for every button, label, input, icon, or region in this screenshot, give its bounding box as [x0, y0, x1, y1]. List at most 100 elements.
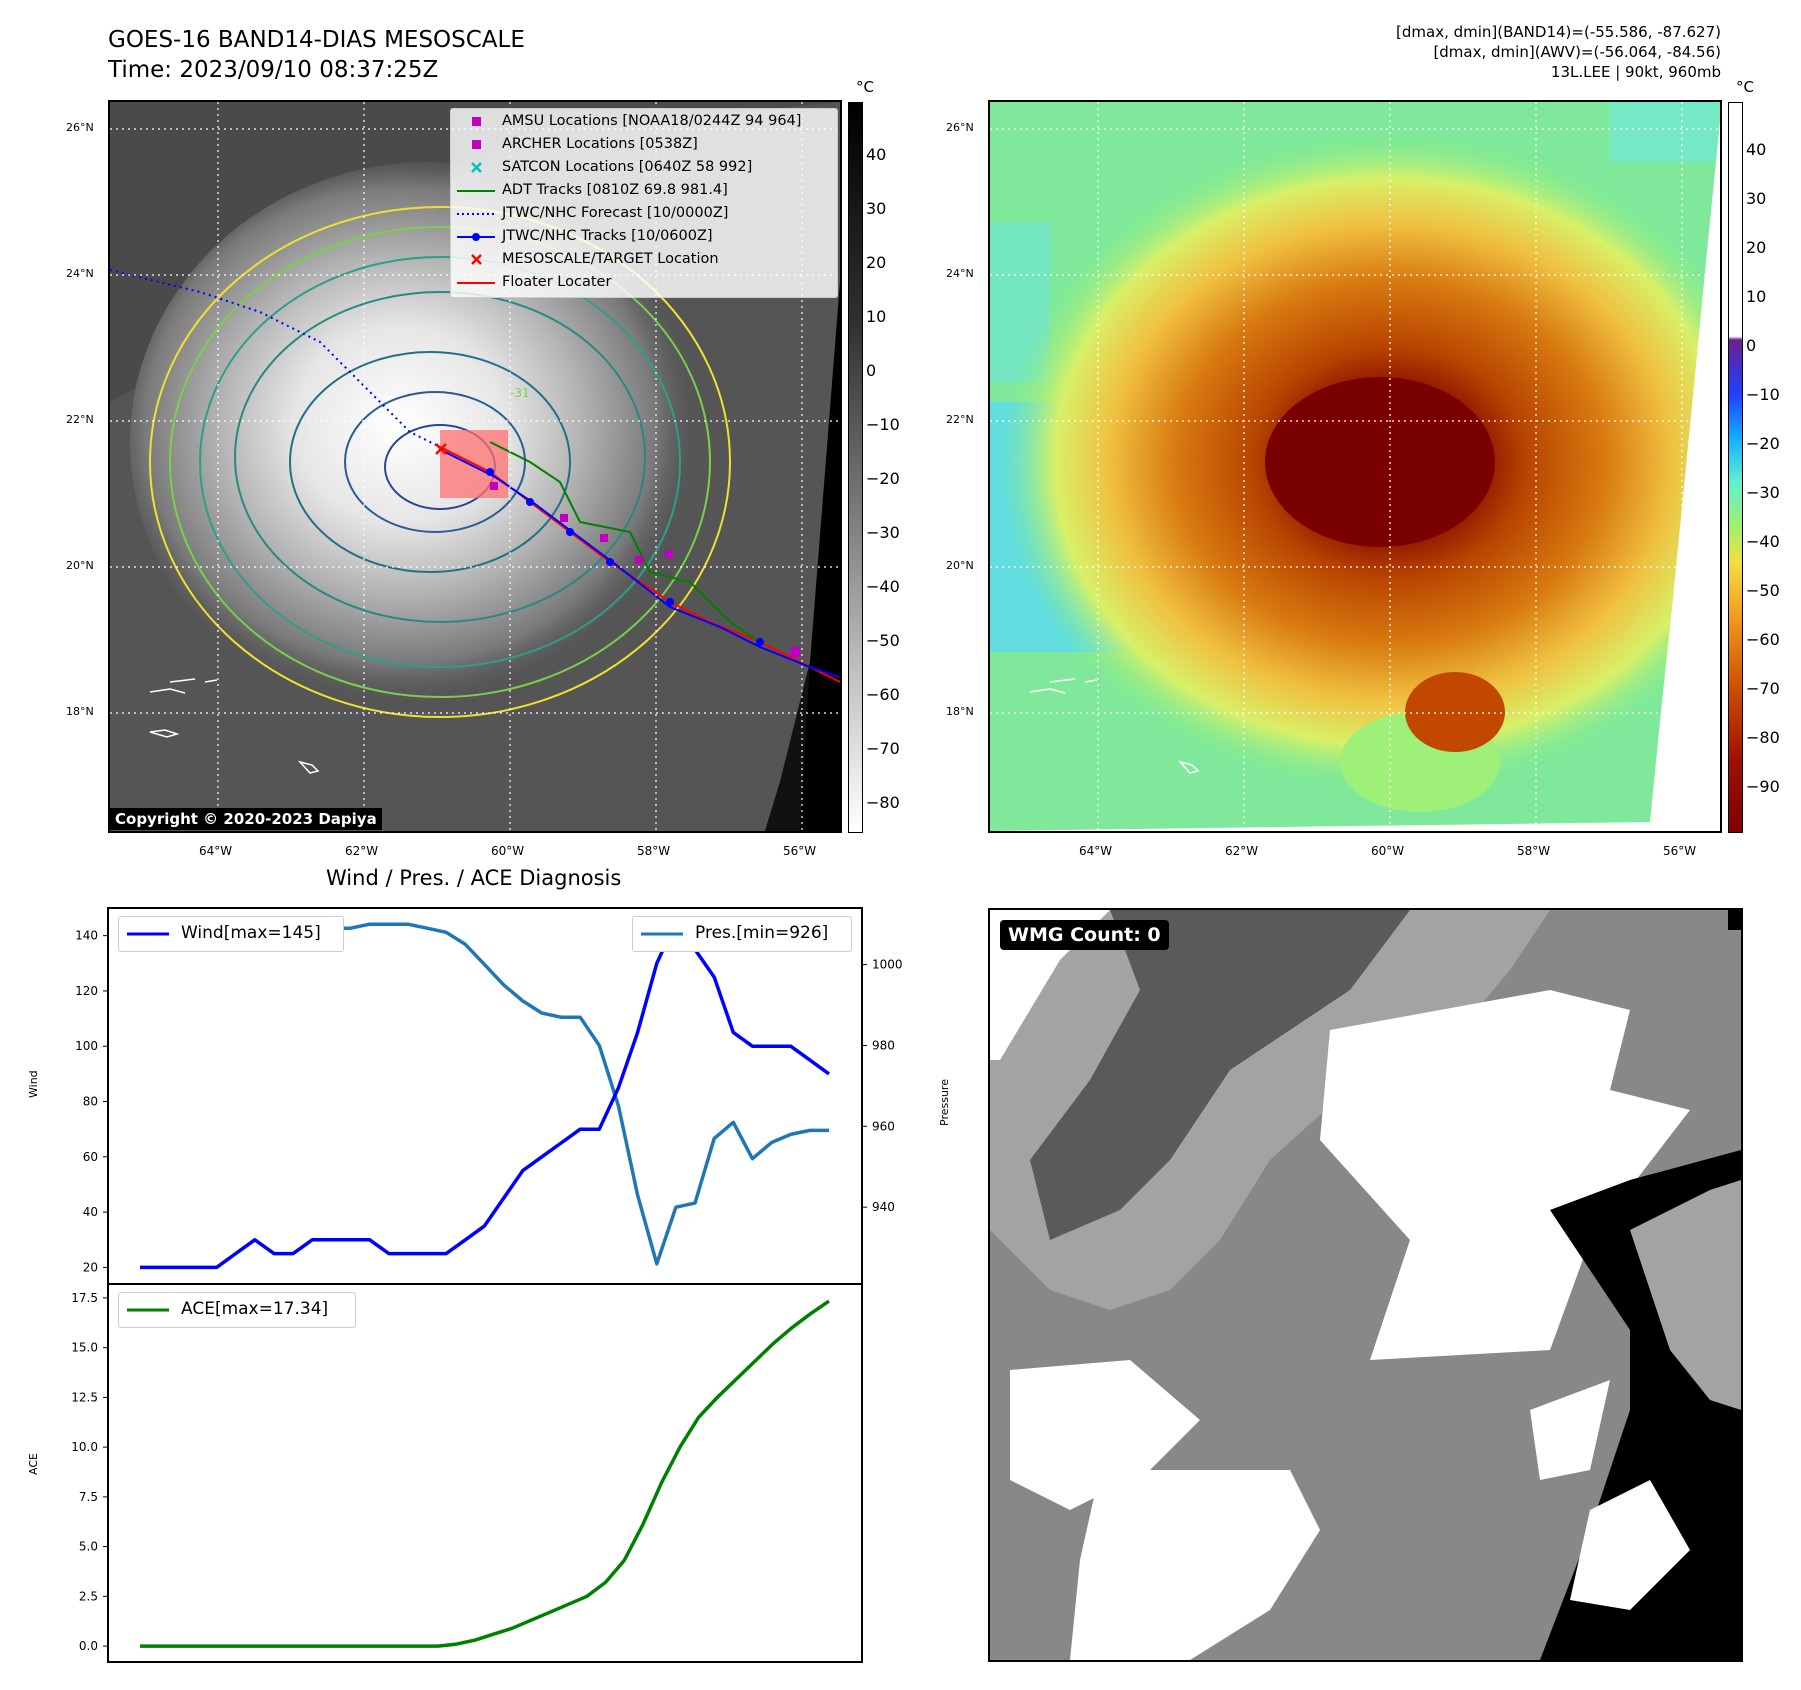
ace-tick-label: 7.5: [79, 1490, 98, 1504]
pressure-series-line: [140, 922, 829, 1266]
ir-colorbar-tick-label: −50: [866, 631, 900, 650]
ir-colorbar-tick-label: −70: [866, 739, 900, 758]
square-marker-icon: [472, 117, 481, 126]
legend-item-adt: ADT Tracks [0810Z 69.8 981.4]: [451, 180, 837, 202]
ace-series-line: [140, 1299, 830, 1648]
legend-item-forecast: JTWC/NHC Forecast [10/0000Z]: [451, 203, 837, 225]
ace-tick-label: 15.0: [71, 1341, 98, 1355]
diagnosis-title: Wind / Pres. / ACE Diagnosis: [326, 866, 622, 890]
ir-lon-label: 62°W: [345, 844, 379, 858]
wind-tick-label: 60: [83, 1150, 98, 1164]
wind-line-icon: [127, 932, 169, 936]
ir-map-legend: AMSU Locations [NOAA18/0244Z 94 964] ARC…: [450, 108, 838, 298]
awv-lat-label: 26°N: [946, 121, 974, 134]
ir-lon-label: 60°W: [491, 844, 525, 858]
awv-lon-label: 56°W: [1663, 844, 1697, 858]
awv-colorbar-tick-label: −80: [1746, 728, 1780, 747]
wind-tick-label: 80: [83, 1095, 98, 1109]
ir-colorbar-tick-label: −40: [866, 577, 900, 596]
awv-satellite-map: [988, 100, 1722, 833]
ace-tick-label: 12.5: [71, 1390, 98, 1404]
wind-tick-label: 20: [83, 1260, 98, 1274]
ir-colorbar-tick-label: −60: [866, 685, 900, 704]
title-line-1: GOES-16 BAND14-DIAS MESOSCALE: [108, 27, 525, 53]
pressure-tick-label: 960: [872, 1119, 895, 1133]
ir-colorbar-tick-label: 0: [866, 361, 877, 380]
pressure-tick-label: 980: [872, 1038, 895, 1052]
awv-colorbar-tick-label: 20: [1746, 238, 1767, 257]
dotted-line-icon: [457, 213, 495, 215]
x-marker-icon: [471, 162, 482, 173]
legend-item-tracks: JTWC/NHC Tracks [10/0600Z]: [451, 226, 837, 248]
ir-lat-label: 20°N: [66, 559, 94, 572]
ir-colorbar-tick-label: 40: [866, 145, 887, 164]
awv-colorbar-tick-label: −70: [1746, 679, 1780, 698]
legend-item-archer: ARCHER Locations [0538Z]: [451, 134, 837, 156]
ir-lat-label: 22°N: [66, 413, 94, 426]
awv-lon-label: 60°W: [1371, 844, 1405, 858]
info-line-1: [dmax, dmin](BAND14)=(-55.586, -87.627): [1396, 23, 1721, 41]
legend-item-amsu: AMSU Locations [NOAA18/0244Z 94 964]: [451, 111, 837, 133]
wind-tick-label: 40: [83, 1205, 98, 1219]
awv-lat-label: 20°N: [946, 559, 974, 572]
awv-colorbar-tick-label: −90: [1746, 777, 1780, 796]
awv-colorbar: [1728, 102, 1743, 833]
ir-colorbar-tick-label: −30: [866, 523, 900, 542]
pressure-tick-label: 1000: [872, 958, 903, 972]
contour-label: -31: [510, 386, 530, 400]
wind-tick-label: 120: [75, 984, 98, 998]
ir-colorbar-tick-label: −10: [866, 415, 900, 434]
ace-tick-label: 17.5: [71, 1291, 98, 1305]
ir-colorbar-tick-label: −80: [866, 793, 900, 812]
wind-legend: Wind[max=145]: [118, 916, 344, 952]
awv-colorbar-tick-label: −20: [1746, 434, 1780, 453]
awv-colorbar-tick-label: 30: [1746, 189, 1767, 208]
line-marker-icon: [457, 282, 495, 284]
wmg-image: [990, 910, 1741, 1660]
ace-tick-label: 2.5: [79, 1589, 98, 1603]
wind-axis-label: Wind: [27, 1070, 40, 1098]
ace-tick-label: 10.0: [71, 1440, 98, 1454]
x-marker-icon: [471, 254, 482, 265]
wmg-panel: [988, 908, 1743, 1662]
ir-colorbar-tick-label: 20: [866, 253, 887, 272]
legend-item-floater: Floater Locater: [451, 272, 837, 294]
title-line-2: Time: 2023/09/10 08:37:25Z: [108, 57, 439, 83]
ir-colorbar-tick-label: 30: [866, 199, 887, 218]
awv-lon-label: 64°W: [1079, 844, 1113, 858]
wind-series-line: [140, 920, 831, 1270]
ir-lat-label: 26°N: [66, 121, 94, 134]
ir-lat-label: 18°N: [66, 705, 94, 718]
wind-tick-label: 100: [75, 1039, 98, 1053]
ir-colorbar-tick-label: −20: [866, 469, 900, 488]
square-marker-icon: [472, 140, 481, 149]
wmg-count-badge: WMG Count: 0: [1000, 920, 1169, 950]
ir-colorbar-tick-label: 10: [866, 307, 887, 326]
awv-lon-label: 58°W: [1517, 844, 1551, 858]
awv-colorbar-tick-label: −10: [1746, 385, 1780, 404]
ace-legend: ACE[max=17.34]: [118, 1292, 356, 1328]
pressure-legend: Pres.[min=926]: [632, 916, 852, 952]
awv-colorbar-unit: °C: [1736, 78, 1754, 96]
diagnosis-chart: 20 40 60 80 100 120 140 940 960 980 1000 0.0 2.5 5.0 7…: [71, 907, 903, 1663]
pressure-line-icon: [641, 932, 683, 936]
awv-map-canvas: [990, 102, 1720, 831]
pressure-axis-label: Pressure: [938, 1079, 951, 1126]
ir-lat-label: 24°N: [66, 267, 94, 280]
awv-lon-label: 62°W: [1225, 844, 1259, 858]
awv-colorbar-tick-label: −30: [1746, 483, 1780, 502]
pressure-tick-label: 940: [872, 1200, 895, 1214]
ir-lon-label: 58°W: [637, 844, 671, 858]
ir-colorbar: [848, 102, 863, 833]
ir-colorbar-unit: °C: [856, 78, 874, 96]
info-line-2: [dmax, dmin](AWV)=(-56.064, -84.56): [1433, 43, 1721, 61]
legend-item-target: MESOSCALE/TARGET Location: [451, 249, 837, 271]
ir-lon-label: 64°W: [199, 844, 233, 858]
awv-lat-label: 24°N: [946, 267, 974, 280]
ace-plot-frame: [107, 1283, 863, 1663]
ir-lon-label: 56°W: [783, 844, 817, 858]
ace-tick-label: 0.0: [79, 1639, 98, 1653]
awv-colorbar-tick-label: 0: [1746, 336, 1757, 355]
awv-colorbar-tick-label: 10: [1746, 287, 1767, 306]
line-marker-icon: [457, 190, 495, 192]
